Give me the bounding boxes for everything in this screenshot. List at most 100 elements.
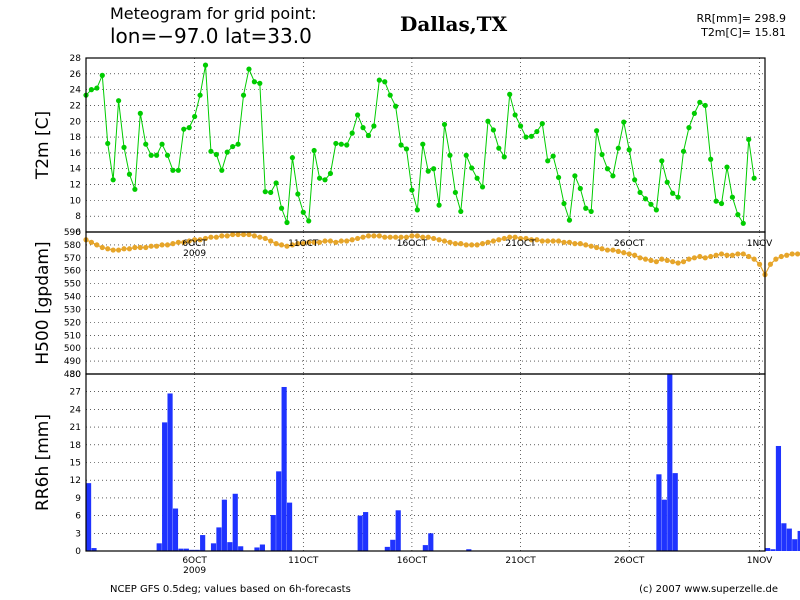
data-point-t2m <box>702 102 708 109</box>
data-point-h500 <box>577 241 583 247</box>
data-point-t2m <box>436 202 442 208</box>
data-point-t2m <box>360 125 366 131</box>
data-point-t2m <box>338 141 344 147</box>
precip-bar <box>661 499 667 551</box>
data-point-h500 <box>322 238 328 244</box>
data-point-h500 <box>507 234 513 240</box>
data-point-h500 <box>99 244 105 251</box>
data-point-h500 <box>686 256 692 262</box>
precip-bar <box>270 515 276 551</box>
y-tick-label-t2m: 20 <box>70 117 82 127</box>
data-point-t2m <box>121 144 127 150</box>
data-point-h500 <box>251 233 257 239</box>
data-point-h500 <box>403 234 410 240</box>
x-tick-label-bottom: 21OCT <box>505 556 536 566</box>
data-point-t2m <box>697 99 703 105</box>
data-point-h500 <box>751 256 757 262</box>
y-tick-label-h500: 580 <box>64 241 81 251</box>
precip-bar <box>210 543 217 551</box>
data-point-t2m <box>306 218 312 224</box>
data-point-t2m <box>485 118 491 124</box>
data-point-h500 <box>626 251 632 257</box>
precip-total-stat: RR[mm]= 298.9 <box>696 12 786 25</box>
precip-bar <box>781 523 787 551</box>
title-line1: Meteogram for grid point: <box>110 4 317 23</box>
y-tick-label-h500: 490 <box>64 357 81 367</box>
data-point-t2m <box>273 180 279 186</box>
data-point-h500 <box>175 239 181 245</box>
data-point-h500 <box>594 244 600 251</box>
data-point-h500 <box>778 253 784 260</box>
data-point-h500 <box>202 235 209 242</box>
data-point-h500 <box>545 238 551 244</box>
data-point-h500 <box>94 242 100 248</box>
precip-bar <box>259 544 265 551</box>
data-point-t2m <box>284 219 290 226</box>
data-point-t2m <box>333 140 339 147</box>
y-tick-label-t2m: 24 <box>70 86 82 96</box>
data-point-h500 <box>659 256 665 262</box>
data-point-h500 <box>376 233 382 239</box>
data-point-t2m <box>512 112 518 118</box>
data-point-t2m <box>626 147 632 153</box>
data-point-t2m <box>132 186 138 192</box>
data-point-h500 <box>257 234 263 240</box>
y-tick-label-t2m: 14 <box>70 165 82 175</box>
data-point-h500 <box>550 238 556 244</box>
precip-bar <box>91 548 97 551</box>
data-point-h500 <box>273 241 279 247</box>
x-tick-label-bottom: 26OCT <box>614 556 645 566</box>
precip-bar <box>227 542 233 551</box>
data-point-t2m <box>523 134 529 140</box>
data-point-h500 <box>517 235 524 242</box>
data-point-t2m <box>615 145 621 151</box>
y-tick-label-rr6h: 9 <box>75 494 81 504</box>
precip-bar <box>656 474 662 551</box>
precip-bar <box>395 510 401 551</box>
y-tick-label-t2m: 22 <box>70 101 81 111</box>
data-point-h500 <box>555 238 562 244</box>
data-point-t2m <box>632 177 638 183</box>
data-point-t2m <box>675 194 681 200</box>
x-tick-label-mid: 6OCT <box>182 239 207 249</box>
data-point-h500 <box>316 239 323 245</box>
data-point-h500 <box>186 238 192 244</box>
data-point-h500 <box>588 243 594 249</box>
data-point-h500 <box>756 261 763 267</box>
data-point-t2m <box>610 173 616 179</box>
precip-bar <box>786 528 792 551</box>
data-point-t2m <box>583 205 589 211</box>
data-point-t2m <box>327 170 334 177</box>
data-point-t2m <box>246 66 252 72</box>
data-point-h500 <box>327 238 334 244</box>
y-axis-label-h500: H500 [gpdam] <box>33 241 53 364</box>
precip-bar <box>792 539 798 551</box>
data-point-h500 <box>485 239 491 245</box>
data-point-h500 <box>702 255 708 261</box>
y-axis-label-t2m: T2m [C] <box>33 111 53 180</box>
footer-copyright: (c) 2007 www.superzelle.de <box>639 584 778 595</box>
data-point-t2m <box>458 208 464 215</box>
data-point-h500 <box>653 259 659 265</box>
precip-bar <box>156 543 162 551</box>
data-point-t2m <box>382 79 388 85</box>
data-point-t2m <box>403 146 410 152</box>
data-point-h500 <box>599 246 605 252</box>
data-point-t2m <box>143 141 149 147</box>
data-point-h500 <box>697 253 703 260</box>
data-point-t2m <box>164 152 171 158</box>
precip-bar <box>172 508 179 551</box>
data-point-t2m <box>355 112 361 118</box>
data-point-t2m <box>463 152 469 158</box>
data-point-t2m <box>159 141 165 147</box>
data-point-t2m <box>708 156 714 162</box>
data-point-t2m <box>680 148 687 154</box>
data-point-t2m <box>393 103 399 109</box>
data-point-h500 <box>338 238 344 244</box>
data-point-t2m <box>322 177 328 183</box>
data-point-t2m <box>94 85 100 91</box>
data-point-h500 <box>713 252 719 258</box>
data-point-h500 <box>105 246 111 252</box>
data-point-t2m <box>561 200 567 207</box>
data-point-h500 <box>132 244 138 251</box>
